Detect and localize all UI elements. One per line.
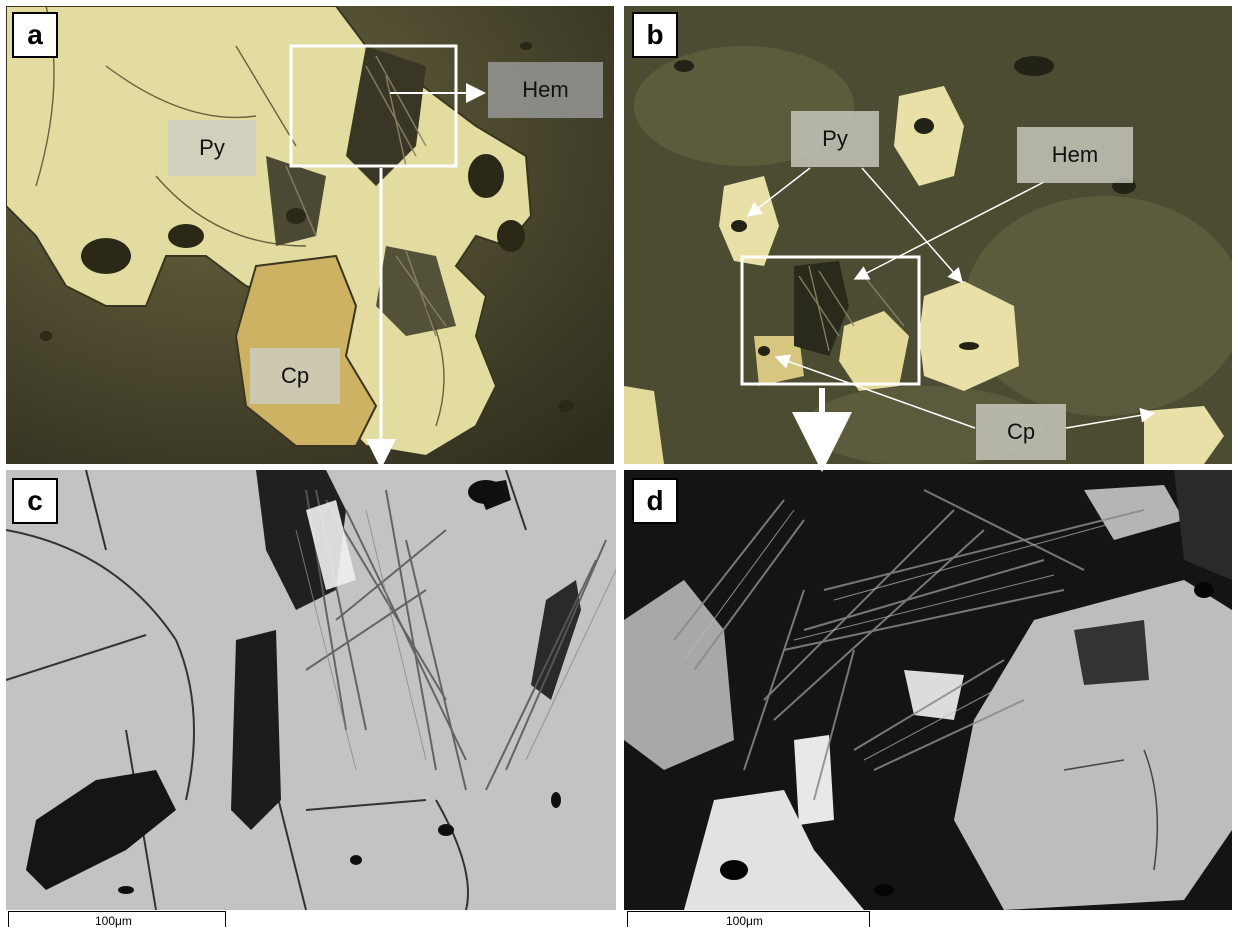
bse-panel-d [624,470,1232,910]
label-hem-b: Hem [1017,127,1133,183]
scale-bar-d [627,911,870,927]
bse-c-image [6,470,616,910]
bse-d-image [624,470,1232,910]
label-py-b: Py [791,111,879,167]
micrograph-panel-b [624,6,1232,464]
micrograph-b-image [624,6,1232,464]
label-cp-a: Cp [250,348,340,404]
panel-letter-b: b [632,12,678,58]
label-cp-b: Cp [976,404,1066,460]
scale-label-d: 100μm [726,914,763,928]
scale-bar-c [8,911,226,927]
panel-letter-d: d [632,478,678,524]
panel-letter-a: a [12,12,58,58]
panel-letter-c: c [12,478,58,524]
scale-label-c: 100μm [95,914,132,928]
label-hem-a: Hem [488,62,603,118]
bse-panel-c [6,470,616,910]
label-py-a: Py [168,120,256,176]
